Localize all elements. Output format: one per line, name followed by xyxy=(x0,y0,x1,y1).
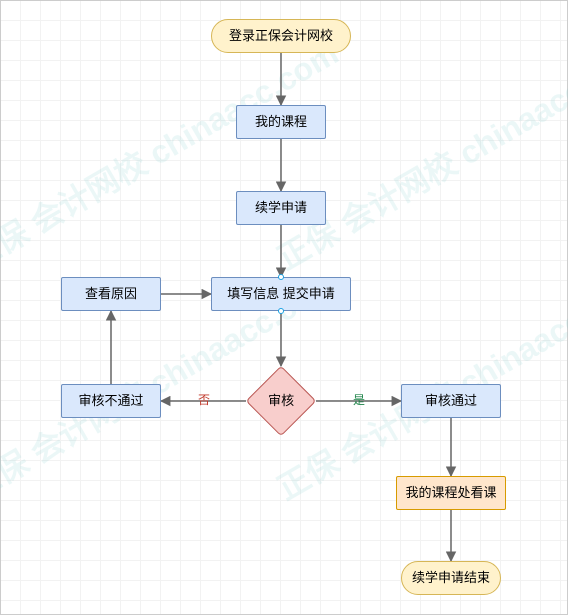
node-reason: 查看原因 xyxy=(61,277,161,311)
watermark: 正保 会计网校 chinaacc.com xyxy=(0,29,346,280)
watermark: 正保 会计网校 chinaacc.com xyxy=(268,29,568,280)
node-view-label: 我的课程处看课 xyxy=(405,485,496,501)
node-fill: 填写信息 提交申请 xyxy=(211,277,351,311)
edge-label-yes: 是 xyxy=(351,391,367,408)
node-start-label: 登录正保会计网校 xyxy=(229,28,333,44)
node-view: 我的课程处看课 xyxy=(396,476,506,510)
node-fill-label: 填写信息 提交申请 xyxy=(227,286,335,302)
node-end-label: 续学申请结束 xyxy=(412,570,490,586)
node-end: 续学申请结束 xyxy=(401,561,501,595)
node-start: 登录正保会计网校 xyxy=(211,19,351,53)
node-courses: 我的课程 xyxy=(236,105,326,139)
node-fail: 审核不通过 xyxy=(61,384,161,418)
node-review-label: 审核 xyxy=(268,393,294,409)
node-apply-label: 续学申请 xyxy=(255,200,307,216)
node-review: 审核 xyxy=(246,366,317,437)
edge-label-no: 否 xyxy=(196,391,212,408)
connector-dot xyxy=(278,308,284,314)
node-reason-label: 查看原因 xyxy=(85,286,137,302)
node-pass-label: 审核通过 xyxy=(425,393,477,409)
node-fail-label: 审核不通过 xyxy=(78,393,143,409)
connector-dot xyxy=(278,274,284,280)
node-apply: 续学申请 xyxy=(236,191,326,225)
node-pass: 审核通过 xyxy=(401,384,501,418)
node-courses-label: 我的课程 xyxy=(255,114,307,130)
